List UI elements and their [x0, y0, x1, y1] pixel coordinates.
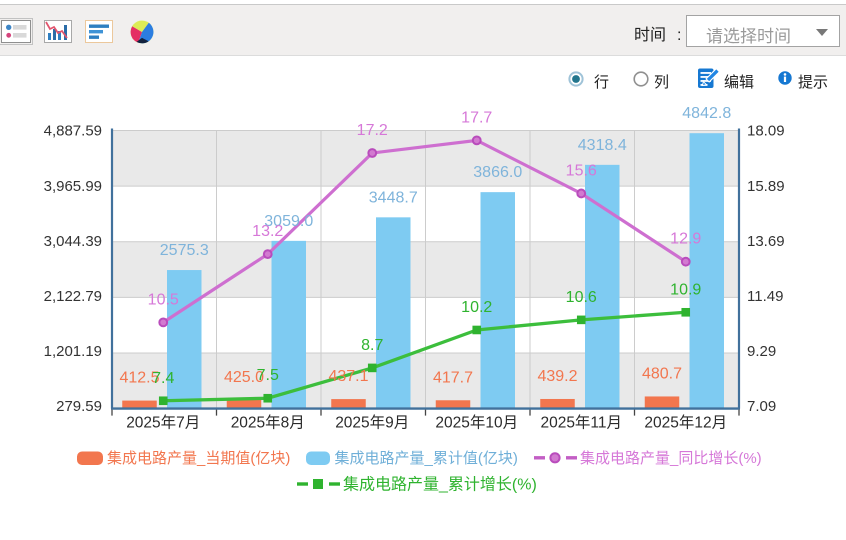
svg-text:3,044.39: 3,044.39 [44, 233, 102, 250]
svg-text:13.69: 13.69 [747, 233, 785, 250]
svg-text:2575.3: 2575.3 [160, 242, 209, 259]
svg-text:3866.0: 3866.0 [473, 164, 522, 181]
svg-text:12.9: 12.9 [670, 231, 701, 248]
svg-text:2025年7月: 2025年7月 [126, 414, 200, 432]
svg-text:2025年10月: 2025年10月 [435, 414, 518, 432]
svg-text:集成电路产量_当期值(亿块): 集成电路产量_当期值(亿块) [107, 450, 290, 467]
svg-text:279.59: 279.59 [56, 398, 102, 415]
svg-text:3,965.99: 3,965.99 [44, 178, 102, 195]
svg-text:8.7: 8.7 [361, 337, 383, 354]
svg-text:2025年8月: 2025年8月 [231, 414, 305, 432]
svg-text:18.09: 18.09 [747, 123, 785, 140]
svg-text:11.49: 11.49 [747, 288, 783, 305]
svg-text:439.2: 439.2 [537, 368, 577, 385]
svg-text:2025年12月: 2025年12月 [644, 414, 727, 432]
svg-text:3448.7: 3448.7 [369, 189, 418, 206]
svg-text:10.9: 10.9 [670, 281, 701, 298]
svg-text:3059.0: 3059.0 [264, 213, 313, 230]
svg-text:417.7: 417.7 [433, 369, 473, 386]
svg-text:480.7: 480.7 [642, 365, 682, 382]
svg-text:7.5: 7.5 [257, 367, 279, 384]
svg-text:2025年9月: 2025年9月 [335, 414, 409, 432]
svg-text:7.09: 7.09 [747, 398, 776, 415]
svg-text:2025年11月: 2025年11月 [540, 414, 622, 432]
svg-text:4,887.59: 4,887.59 [44, 123, 102, 140]
svg-text:10.2: 10.2 [461, 299, 492, 316]
svg-text:412.5: 412.5 [119, 370, 159, 387]
svg-text:集成电路产量_累计值(亿块): 集成电路产量_累计值(亿块) [335, 450, 518, 467]
svg-text:425.0: 425.0 [224, 369, 264, 386]
svg-text:集成电路产量_同比增长(%): 集成电路产量_同比增长(%) [580, 450, 762, 467]
svg-text:集成电路产量_累计增长(%): 集成电路产量_累计增长(%) [343, 475, 537, 493]
svg-text:4318.4: 4318.4 [578, 137, 627, 154]
svg-text:13.2: 13.2 [252, 223, 283, 240]
svg-text:17.7: 17.7 [461, 109, 492, 126]
svg-text:7.4: 7.4 [152, 370, 174, 387]
svg-text:10.6: 10.6 [566, 289, 597, 306]
svg-text:437.1: 437.1 [328, 368, 368, 385]
svg-text:4842.8: 4842.8 [682, 105, 731, 122]
svg-text:17.2: 17.2 [357, 122, 388, 139]
svg-text:1,201.19: 1,201.19 [44, 343, 102, 360]
svg-text:15.6: 15.6 [566, 162, 597, 179]
svg-text:9.29: 9.29 [747, 343, 776, 360]
svg-text:2,122.79: 2,122.79 [44, 288, 102, 305]
svg-text:10.5: 10.5 [148, 291, 179, 308]
svg-text:15.89: 15.89 [747, 178, 785, 195]
